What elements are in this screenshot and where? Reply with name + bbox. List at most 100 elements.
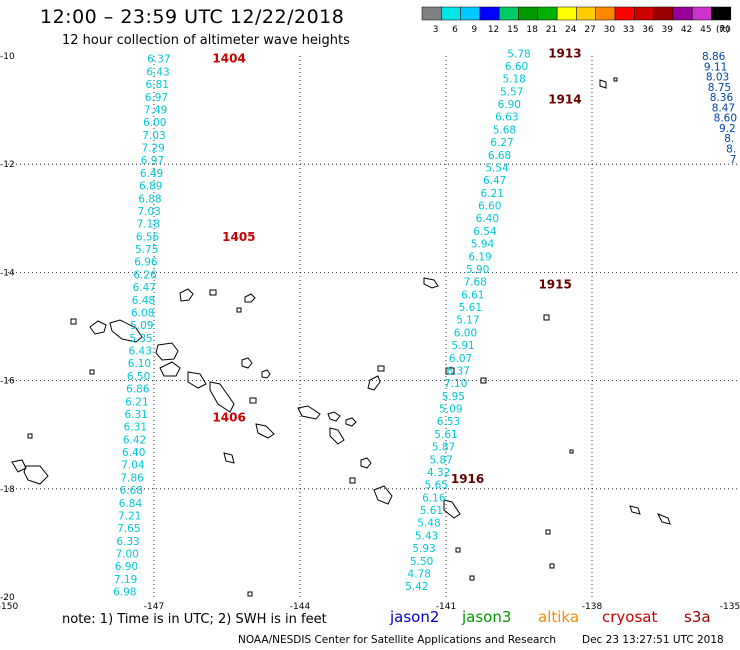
lat-tick-label: -10 xyxy=(0,52,15,62)
wave-height-value: 9.11 xyxy=(704,61,727,73)
wave-height-value: 6.68 xyxy=(488,150,511,162)
island-outline xyxy=(159,361,181,377)
legend-swatch xyxy=(576,6,596,21)
page-title: 12:00 – 23:59 UTC 12/22/2018 xyxy=(40,6,345,28)
wave-height-value: 6.60 xyxy=(505,61,528,73)
wave-height-value: 5.48 xyxy=(417,518,440,530)
wave-height-value: 7.86 xyxy=(120,472,144,484)
lat-tick-label: -20 xyxy=(0,593,15,603)
altimeter-tracks: 6.376.436.816.977.496.007.037.296.976.49… xyxy=(113,48,737,598)
satellite-name: jason2 xyxy=(390,608,440,626)
island-outline xyxy=(480,377,487,384)
pass-number: 1914 xyxy=(548,92,581,106)
island-outline xyxy=(445,367,455,375)
island-outline xyxy=(261,369,271,379)
wave-height-value: 8. xyxy=(726,144,736,156)
island-outline xyxy=(297,405,321,420)
island-outline xyxy=(423,277,439,289)
credit-line: NOAA/NESDIS Center for Satellite Applica… xyxy=(238,634,556,646)
legend-label: 6 xyxy=(452,25,458,35)
pass-labels: 1404 1405 1406 1913 1914 1915 1916 xyxy=(212,46,581,486)
wave-height-value: 6.96 xyxy=(134,257,158,269)
page-subtitle: 12 hour collection of altimeter wave hei… xyxy=(62,33,350,48)
wave-height-value: 6.47 xyxy=(483,175,506,187)
wave-height-value: 5.87 xyxy=(432,442,455,454)
island-outline xyxy=(329,427,345,445)
legend-swatch xyxy=(595,6,616,21)
island-outline xyxy=(209,289,217,296)
legend-swatch xyxy=(691,6,712,21)
wave-height-value: 6.50 xyxy=(127,371,150,383)
wave-height-value: 7.00 xyxy=(116,549,139,561)
wave-height-value: 6.48 xyxy=(132,295,155,307)
wave-height-value: 8.47 xyxy=(712,102,735,114)
wave-height-value: 8.86 xyxy=(702,51,726,63)
island-outline xyxy=(241,357,253,369)
island-outline xyxy=(455,547,461,553)
pass-number: 1915 xyxy=(538,277,571,291)
wave-height-value: 5.54 xyxy=(485,162,509,174)
legend-swatch xyxy=(460,6,481,21)
wave-height-value: 5.65 xyxy=(425,480,448,492)
legend-label: 27 xyxy=(584,25,595,35)
wave-height-value: 6.54 xyxy=(473,226,497,238)
wave-height-value: 5.91 xyxy=(451,340,474,352)
island-outline xyxy=(70,318,77,325)
lat-tick-label: -14 xyxy=(0,268,15,278)
footer-note: note: 1) Time is in UTC; 2) SWH is in fe… xyxy=(62,612,327,627)
wave-height-value: 8. xyxy=(724,133,734,145)
legend-label: 3 xyxy=(433,25,439,35)
island-outline xyxy=(545,529,551,535)
wave-height-value: 6.16 xyxy=(422,492,446,504)
island-outline xyxy=(327,411,341,422)
legend-swatch xyxy=(711,6,732,21)
wave-height-value: 5.90 xyxy=(466,264,489,276)
island-outline xyxy=(255,423,275,439)
island-outline xyxy=(223,452,235,464)
wave-height-value: 6.61 xyxy=(461,289,484,301)
wave-height-value: 6.84 xyxy=(119,498,143,510)
legend-swatch xyxy=(556,6,577,21)
lon-tick-label: -135 xyxy=(720,602,740,612)
wave-height-value: 5.61 xyxy=(459,302,482,314)
island-outline xyxy=(27,433,33,439)
wave-height-value: 6.53 xyxy=(437,416,460,428)
island-outline xyxy=(613,77,618,82)
island-outline xyxy=(549,563,555,569)
wave-height-value: 7.65 xyxy=(117,523,140,535)
legend-swatch xyxy=(537,6,558,21)
island-outline xyxy=(367,375,381,391)
wave-height-value: 6.81 xyxy=(146,79,169,91)
timestamp: Dec 23 13:27:51 UTC 2018 xyxy=(582,634,724,646)
color-legend: 3 6 9 12 15 18 21 24 27 30 33 36 39 42 45 70(ft) xyxy=(421,6,732,35)
island-outline xyxy=(360,457,372,469)
legend-label: 36 xyxy=(642,25,654,35)
wave-height-value: 6.90 xyxy=(115,561,138,573)
wave-height-value: 8.60 xyxy=(714,113,737,125)
wave-height-value: 6.97 xyxy=(141,155,164,167)
legend-swatch xyxy=(653,6,674,21)
wave-height-value: 7.18 xyxy=(137,219,160,231)
island-outline xyxy=(23,465,49,485)
wave-height-value: 7.19 xyxy=(114,574,137,586)
pass-number: 1404 xyxy=(212,52,245,66)
wave-height-value: 6.21 xyxy=(125,396,148,408)
lon-tick-label: -144 xyxy=(290,602,311,612)
wave-height-value: 7.29 xyxy=(141,143,164,155)
wave-height-value: 5.68 xyxy=(493,124,516,136)
wave-height-value: 6.00 xyxy=(454,327,477,339)
wave-height-value: 5.17 xyxy=(456,315,479,327)
wave-height-value: 6.31 xyxy=(124,409,147,421)
island-outline xyxy=(236,307,242,313)
island-outline xyxy=(599,79,607,89)
island-outline xyxy=(89,369,95,375)
wave-height-value: 5.42 xyxy=(405,581,428,593)
lat-tick-label: -18 xyxy=(0,485,15,495)
wave-height-value: 6.19 xyxy=(468,251,491,263)
legend-label: 9 xyxy=(471,25,477,35)
wave-height-value: 6.60 xyxy=(478,201,501,213)
island-outline xyxy=(345,417,357,427)
lon-tick-label: -147 xyxy=(144,602,164,612)
wave-height-value: 5.35 xyxy=(129,333,152,345)
